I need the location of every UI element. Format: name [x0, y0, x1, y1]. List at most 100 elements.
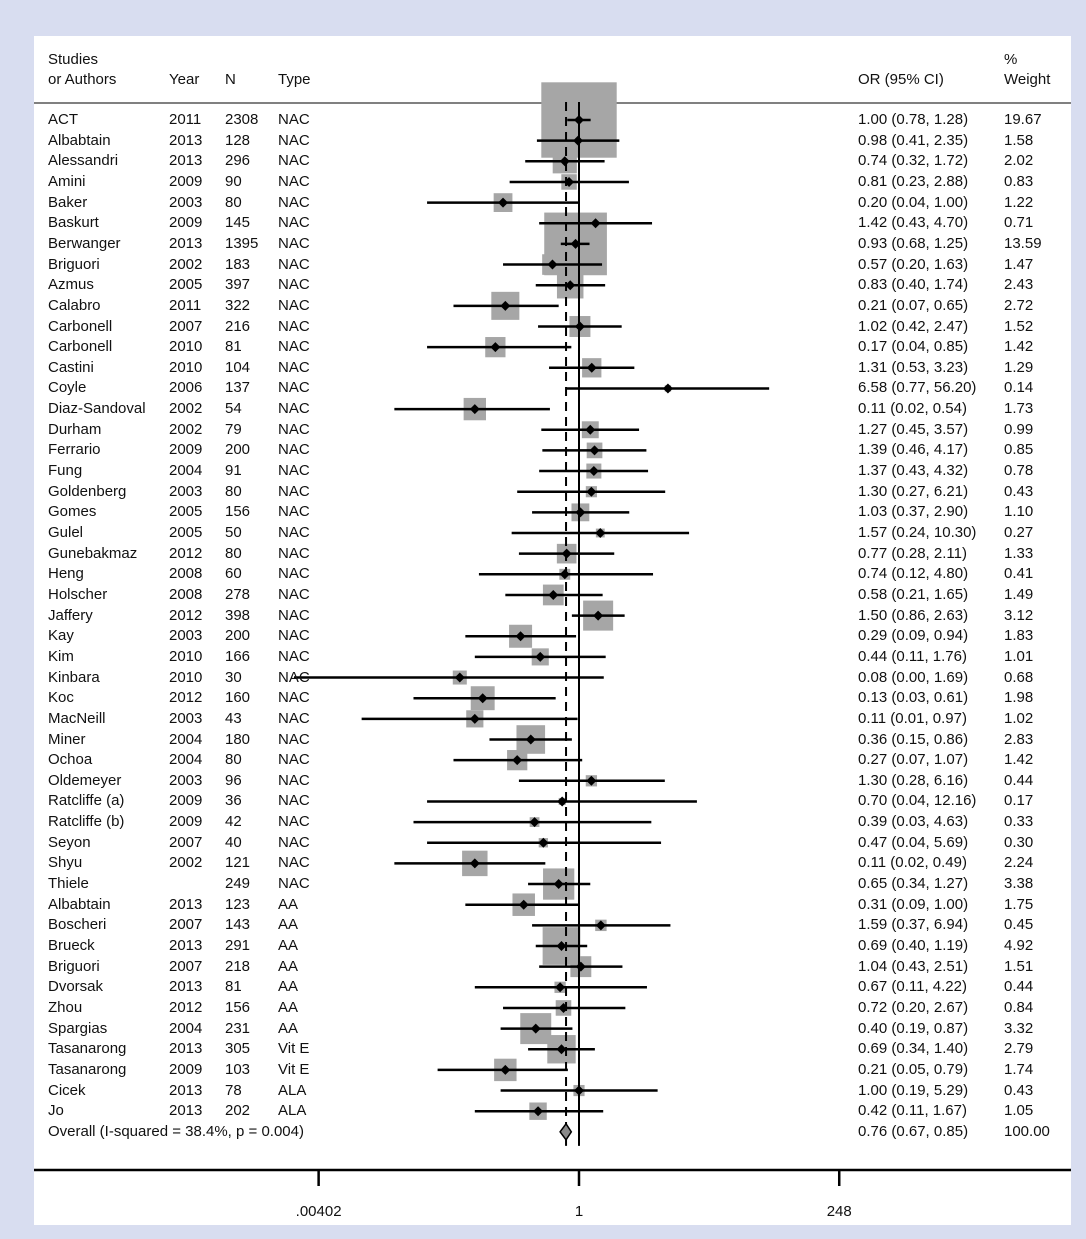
- study-weight: 2.83: [1004, 730, 1034, 748]
- study-type: AA: [278, 978, 299, 996]
- point-estimate-46: [556, 1044, 567, 1055]
- study-n: 36: [225, 792, 242, 810]
- study-weight: 13.59: [1004, 234, 1042, 252]
- study-year: 2003: [169, 771, 203, 789]
- study-or-ci: 0.67 (0.11, 4.22): [858, 978, 967, 996]
- study-name: Ratcliffe (a): [48, 792, 125, 810]
- study-name: Thiele: [48, 875, 89, 893]
- study-or-ci: 1.27 (0.45, 3.57): [858, 420, 969, 438]
- study-or-ci: 1.03 (0.37, 2.90): [858, 503, 969, 521]
- study-name: Kay: [48, 627, 74, 645]
- study-n: 216: [225, 317, 251, 335]
- study-year: 2013: [169, 1081, 203, 1099]
- study-name: Carbonell: [48, 317, 113, 335]
- study-weight: 1.51: [1004, 957, 1034, 975]
- study-year: 2008: [169, 585, 203, 603]
- study-type: NAC: [278, 131, 310, 149]
- study-type: NAC: [278, 400, 310, 418]
- study-weight: 1.01: [1004, 647, 1034, 665]
- study-type: NAC: [278, 420, 310, 438]
- study-weight: 0.83: [1004, 172, 1034, 190]
- study-weight: 1.42: [1004, 751, 1034, 769]
- study-or-ci: 0.74 (0.32, 1.72): [858, 152, 969, 170]
- point-estimate-16: [585, 424, 596, 435]
- study-weight: 1.73: [1004, 400, 1034, 418]
- study-type: NAC: [278, 234, 310, 252]
- study-or-ci: 0.47 (0.04, 5.69): [858, 833, 969, 851]
- study-weight: 1.29: [1004, 358, 1034, 376]
- header-n: N: [225, 71, 236, 88]
- point-estimate-21: [595, 528, 606, 538]
- study-or-ci: 0.65 (0.34, 1.27): [858, 875, 969, 893]
- study-year: 2002: [169, 854, 203, 872]
- point-estimate-36: [538, 837, 549, 848]
- study-or-ci: 1.30 (0.27, 6.21): [858, 482, 969, 500]
- forest-plot-panel: Studies or Authors Year N Type OR (95% C…: [34, 36, 1071, 1225]
- study-or-ci: 1.04 (0.43, 2.51): [858, 957, 969, 975]
- study-name: Baker: [48, 193, 88, 211]
- header-or-ci: OR (95% CI): [858, 71, 944, 88]
- point-estimate-13: [586, 362, 597, 373]
- study-or-ci: 1.59 (0.37, 6.94): [858, 916, 969, 934]
- point-estimate-44: [558, 1002, 569, 1013]
- study-weight: 2.72: [1004, 296, 1034, 314]
- study-name: Fung: [48, 462, 83, 480]
- study-or-ci: 0.74 (0.12, 4.80): [858, 565, 969, 583]
- study-type: NAC: [278, 544, 310, 562]
- study-or-ci: 0.70 (0.04, 12.16): [858, 792, 977, 810]
- study-weight: 1.47: [1004, 255, 1034, 273]
- study-n: 291: [225, 937, 251, 954]
- study-name: Amini: [48, 172, 86, 190]
- study-year: 2005: [169, 524, 203, 541]
- study-type: NAC: [278, 111, 310, 128]
- study-type: NAC: [278, 792, 310, 810]
- study-type: NAC: [278, 338, 310, 356]
- study-n: 54: [225, 400, 242, 418]
- study-type: NAC: [278, 627, 310, 645]
- study-type: NAC: [278, 771, 310, 789]
- study-weight: 19.67: [1004, 111, 1042, 128]
- point-estimate-41: [556, 941, 567, 951]
- study-name: Ratcliffe (b): [48, 813, 125, 831]
- study-year: 2002: [169, 255, 203, 273]
- study-weight: 1.74: [1004, 1060, 1034, 1078]
- point-estimate-38: [553, 879, 564, 890]
- study-year: 2003: [169, 482, 203, 500]
- study-or-ci: 0.21 (0.07, 0.65): [858, 296, 969, 314]
- study-name: Brueck: [48, 937, 95, 954]
- point-estimate-6: [590, 218, 601, 229]
- study-year: 2013: [169, 152, 203, 170]
- study-year: 2005: [169, 276, 203, 294]
- study-weight: 0.85: [1004, 441, 1034, 459]
- point-estimate-15: [469, 404, 480, 415]
- study-year: 2013: [169, 234, 203, 252]
- study-name: Dvorsak: [48, 978, 104, 996]
- study-weight: 1.49: [1004, 585, 1034, 603]
- study-or-ci: 0.21 (0.05, 0.79): [858, 1060, 969, 1078]
- study-name: Shyu: [48, 854, 83, 872]
- point-estimate-22: [561, 548, 572, 559]
- study-or-ci: 0.81 (0.23, 2.88): [858, 172, 969, 190]
- study-name: Briguori: [48, 255, 100, 273]
- study-or-ci: 0.13 (0.03, 0.61): [858, 689, 969, 707]
- study-or-ci: 6.58 (0.77, 56.20): [858, 379, 977, 397]
- study-name: Ochoa: [48, 751, 93, 769]
- study-type: NAC: [278, 813, 310, 831]
- study-n: 81: [225, 338, 242, 356]
- study-type: NAC: [278, 503, 310, 521]
- study-type: NAC: [278, 214, 310, 232]
- study-n: 143: [225, 916, 251, 934]
- study-n: 156: [225, 998, 251, 1016]
- study-weight: 0.17: [1004, 792, 1034, 810]
- study-year: 2005: [169, 503, 203, 521]
- study-or-ci: 0.57 (0.20, 1.63): [858, 255, 969, 273]
- study-weight: 1.58: [1004, 131, 1034, 149]
- study-type: NAC: [278, 358, 310, 376]
- forest-plot-svg: .00402 1 248: [34, 82, 1071, 1220]
- header-year: Year: [169, 71, 200, 88]
- study-year: 2008: [169, 565, 203, 583]
- study-or-ci: 1.00 (0.19, 5.29): [858, 1081, 969, 1099]
- point-estimate-39: [518, 899, 529, 910]
- study-or-ci: 1.50 (0.86, 2.63): [858, 606, 969, 624]
- study-name: Jaffery: [48, 606, 93, 624]
